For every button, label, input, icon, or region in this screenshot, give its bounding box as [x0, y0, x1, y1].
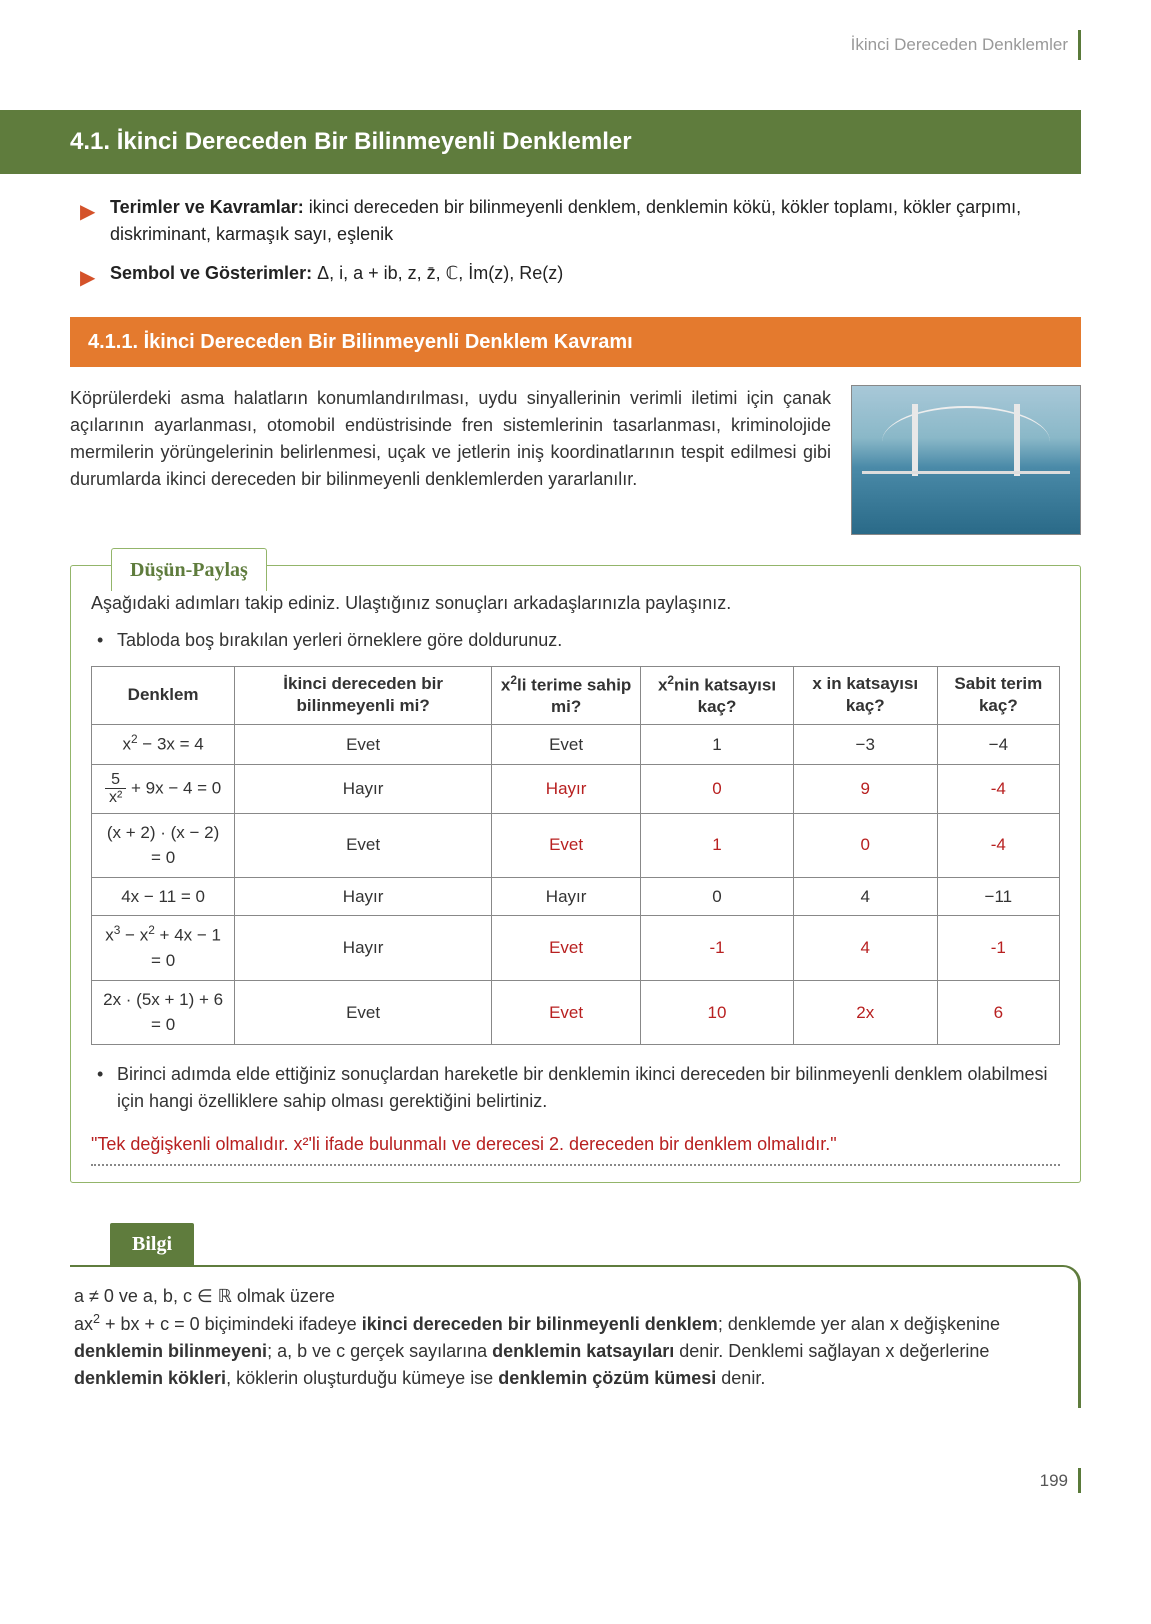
th-sabit: Sabit terim kaç?: [937, 666, 1059, 725]
section-title: 4.1. İkinci Dereceden Bir Bilinmeyenli D…: [0, 110, 1081, 174]
table-row: x3 − x2 + 4x − 1 = 0HayırEvet-14-1: [92, 916, 1060, 981]
dusun-intro: Aşağıdaki adımları takip ediniz. Ulaştığ…: [91, 590, 1060, 617]
cell: Evet: [235, 813, 492, 877]
equations-table: Denklem İkinci dereceden bir bilinmeyenl…: [91, 666, 1060, 1045]
triangle-icon: ▶: [80, 197, 95, 227]
cell: Hayır: [492, 764, 641, 813]
cell: 4: [793, 916, 937, 981]
cell: -1: [937, 916, 1059, 981]
cell: 6: [937, 980, 1059, 1044]
symbols-label: Sembol ve Gösterimler:: [110, 263, 312, 283]
cell: −3: [793, 725, 937, 764]
th-x2li: x2li terime sahip mi?: [492, 666, 641, 725]
eq-cell: 2x · (5x + 1) + 6 = 0: [92, 980, 235, 1044]
cell: Hayır: [235, 877, 492, 916]
terms-label: Terimler ve Kavramlar:: [110, 197, 304, 217]
bilgi-line1: a ≠ 0 ve a, b, c ∈ ℝ olmak üzere: [74, 1283, 1058, 1310]
cell: 0: [641, 877, 794, 916]
page-number: 199: [0, 1468, 1081, 1494]
cell: 0: [641, 764, 794, 813]
bilgi-tab: Bilgi: [110, 1223, 194, 1265]
th-xkat: x in katsayısı kaç?: [793, 666, 937, 725]
cell: 1: [641, 725, 794, 764]
table-row: 4x − 11 = 0HayırHayır04−11: [92, 877, 1060, 916]
terms-bullet: ▶ Terimler ve Kavramlar: ikinci derecede…: [0, 194, 1081, 248]
cell: Hayır: [235, 764, 492, 813]
answer-line: "Tek değişkenli olmalıdır. x²'li ifade b…: [91, 1127, 1060, 1166]
cell: 1: [641, 813, 794, 877]
table-row: 2x · (5x + 1) + 6 = 0EvetEvet102x6: [92, 980, 1060, 1044]
cell: Evet: [492, 916, 641, 981]
cell: 10: [641, 980, 794, 1044]
cell: -1: [641, 916, 794, 981]
bilgi-line2: ax2 + bx + c = 0 biçimindeki ifadeye iki…: [74, 1310, 1058, 1392]
table-row: 5x² + 9x − 4 = 0HayırHayır09-4: [92, 764, 1060, 813]
symbols-text: Δ, i, a + ib, z, z̄, ℂ, İm(z), Re(z): [312, 263, 563, 283]
th-denklem: Denklem: [92, 666, 235, 725]
cell: 4: [793, 877, 937, 916]
cell: Hayır: [492, 877, 641, 916]
th-ikinci: İkinci dereceden bir bilinmeyenli mi?: [235, 666, 492, 725]
eq-cell: x3 − x2 + 4x − 1 = 0: [92, 916, 235, 981]
cell: 9: [793, 764, 937, 813]
cell: 0: [793, 813, 937, 877]
eq-cell: x2 − 3x = 4: [92, 725, 235, 764]
dusun-sub1: Tabloda boş bırakılan yerleri örneklere …: [91, 627, 1060, 654]
cell: -4: [937, 813, 1059, 877]
cell: Evet: [492, 725, 641, 764]
dusun-sub2: Birinci adımda elde ettiğiniz sonuçlarda…: [91, 1061, 1060, 1115]
cell: −4: [937, 725, 1059, 764]
breadcrumb: İkinci Dereceden Denklemler: [0, 30, 1081, 60]
cell: Evet: [492, 813, 641, 877]
th-x2kat: x2nin katsayısı kaç?: [641, 666, 794, 725]
eq-cell: 5x² + 9x − 4 = 0: [92, 764, 235, 813]
subsection-title: 4.1.1. İkinci Dereceden Bir Bilinmeyenli…: [70, 317, 1081, 367]
cell: Evet: [235, 980, 492, 1044]
table-row: x2 − 3x = 4EvetEvet1−3−4: [92, 725, 1060, 764]
cell: 2x: [793, 980, 937, 1044]
intro-paragraph: Köprülerdeki asma halatların konumlandır…: [70, 385, 831, 535]
eq-cell: (x + 2) · (x − 2) = 0: [92, 813, 235, 877]
table-row: (x + 2) · (x − 2) = 0EvetEvet10-4: [92, 813, 1060, 877]
dusun-tab: Düşün-Paylaş: [111, 548, 267, 591]
cell: Hayır: [235, 916, 492, 981]
bridge-image: [851, 385, 1081, 535]
symbols-bullet: ▶ Sembol ve Gösterimler: Δ, i, a + ib, z…: [0, 260, 1081, 287]
bilgi-card: Bilgi a ≠ 0 ve a, b, c ∈ ℝ olmak üzere a…: [70, 1223, 1081, 1408]
cell: −11: [937, 877, 1059, 916]
triangle-icon: ▶: [80, 263, 95, 293]
cell: Evet: [492, 980, 641, 1044]
dusun-paylas-card: Düşün-Paylaş Aşağıdaki adımları takip ed…: [70, 565, 1081, 1183]
cell: Evet: [235, 725, 492, 764]
eq-cell: 4x − 11 = 0: [92, 877, 235, 916]
cell: -4: [937, 764, 1059, 813]
